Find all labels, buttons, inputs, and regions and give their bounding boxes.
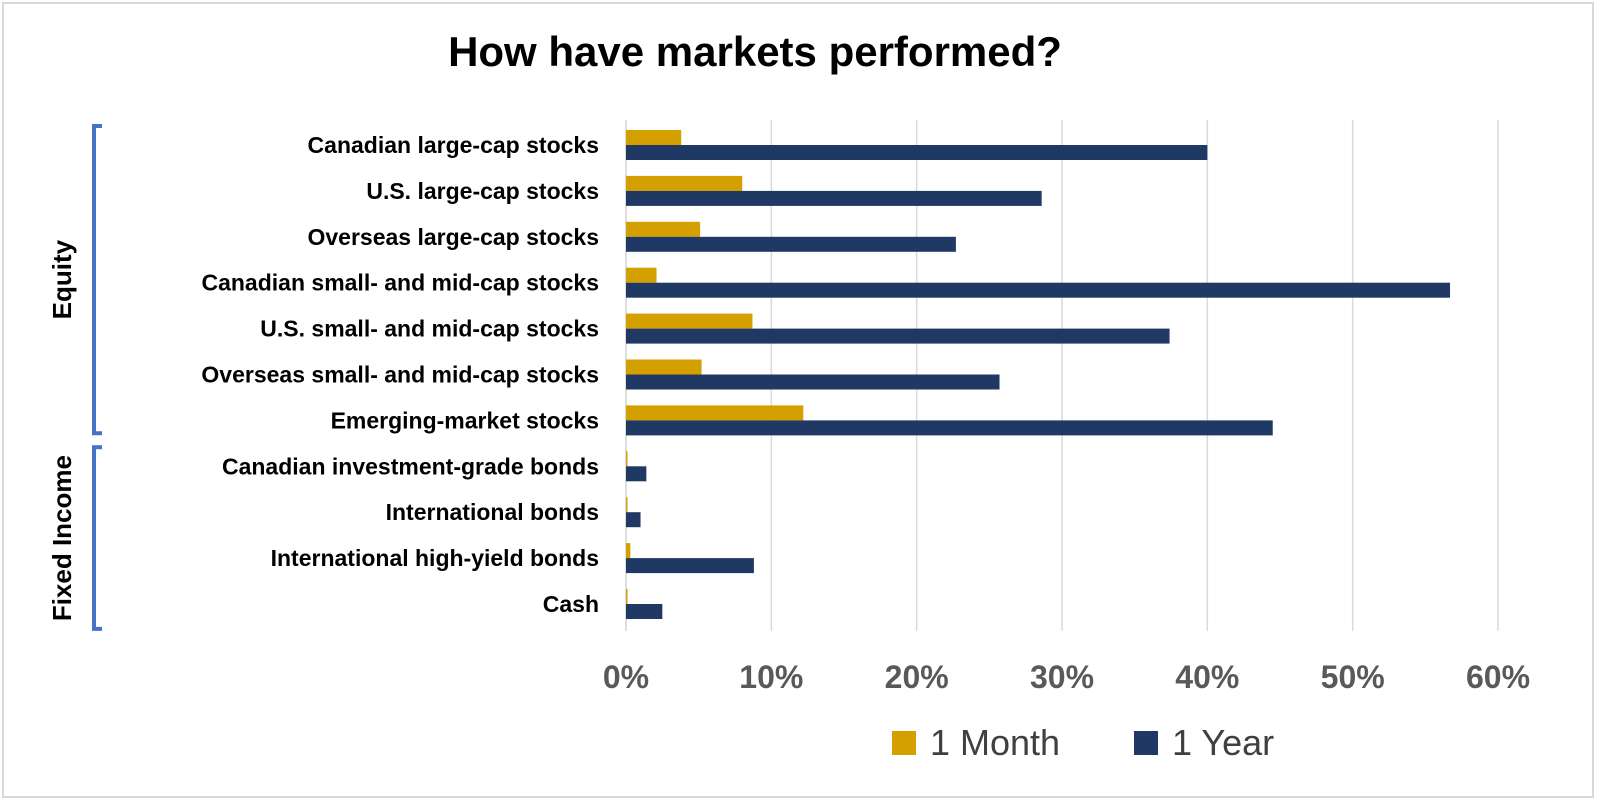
- x-tick-label: 30%: [1030, 659, 1094, 695]
- group-bracket: [92, 124, 102, 436]
- x-tick-label: 50%: [1321, 659, 1385, 695]
- category-label: Cash: [543, 591, 599, 617]
- group-bracket: [92, 445, 102, 631]
- group-brackets: Equity Fixed Income: [47, 124, 102, 631]
- category-label: Overseas large-cap stocks: [307, 224, 599, 250]
- x-tick-label: 40%: [1175, 659, 1239, 695]
- bars: [626, 130, 1451, 619]
- bar-year-2: [626, 236, 956, 252]
- bar-year-9: [626, 558, 754, 574]
- legend-swatch: [892, 731, 916, 755]
- x-tick-label: 60%: [1466, 659, 1530, 695]
- category-label: Canadian investment-grade bonds: [222, 453, 599, 479]
- category-label: Overseas small- and mid-cap stocks: [201, 362, 599, 388]
- x-tick-label: 10%: [739, 659, 803, 695]
- group-label: Equity: [47, 239, 77, 319]
- category-label: Canadian large-cap stocks: [308, 132, 599, 158]
- category-label: U.S. small- and mid-cap stocks: [260, 316, 599, 342]
- bar-month-2: [626, 221, 701, 237]
- x-tick-label: 0%: [603, 659, 649, 695]
- group-label: Fixed Income: [47, 455, 77, 621]
- category-label: U.S. large-cap stocks: [366, 178, 599, 204]
- legend-swatch: [1134, 731, 1158, 755]
- bar-month-1: [626, 175, 743, 191]
- bar-month-4: [626, 313, 753, 329]
- bar-month-6: [626, 405, 804, 421]
- bar-chart: How have markets performed? Canadian lar…: [47, 28, 1530, 763]
- x-tick-label: 20%: [885, 659, 949, 695]
- category-labels: Canadian large-cap stocks U.S. large-cap …: [201, 132, 599, 617]
- bar-year-3: [626, 282, 1451, 298]
- category-label: Canadian small- and mid-cap stocks: [201, 270, 599, 296]
- bar-year-6: [626, 420, 1273, 436]
- bar-month-10: [626, 589, 628, 604]
- bar-year-5: [626, 374, 1000, 390]
- bar-year-0: [626, 145, 1208, 160]
- legend: 1 Month 1 Year: [892, 722, 1274, 763]
- bar-year-7: [626, 466, 647, 482]
- legend-label: 1 Month: [930, 722, 1060, 763]
- bar-year-4: [626, 328, 1170, 344]
- legend-label: 1 Year: [1172, 722, 1274, 763]
- bar-month-8: [626, 497, 628, 513]
- bar-year-1: [626, 190, 1042, 206]
- bar-year-8: [626, 512, 641, 528]
- bar-year-10: [626, 604, 663, 619]
- bar-month-3: [626, 267, 657, 283]
- x-axis-ticks: 0% 10% 20% 30% 40% 50% 60%: [603, 659, 1530, 695]
- bar-month-9: [626, 543, 631, 559]
- chart-title: How have markets performed?: [448, 28, 1062, 75]
- bar-month-7: [626, 451, 628, 467]
- bar-month-0: [626, 130, 682, 145]
- category-label: International high-yield bonds: [271, 545, 599, 571]
- bar-month-5: [626, 359, 702, 375]
- category-label: International bonds: [386, 499, 599, 525]
- category-label: Emerging-market stocks: [331, 407, 599, 433]
